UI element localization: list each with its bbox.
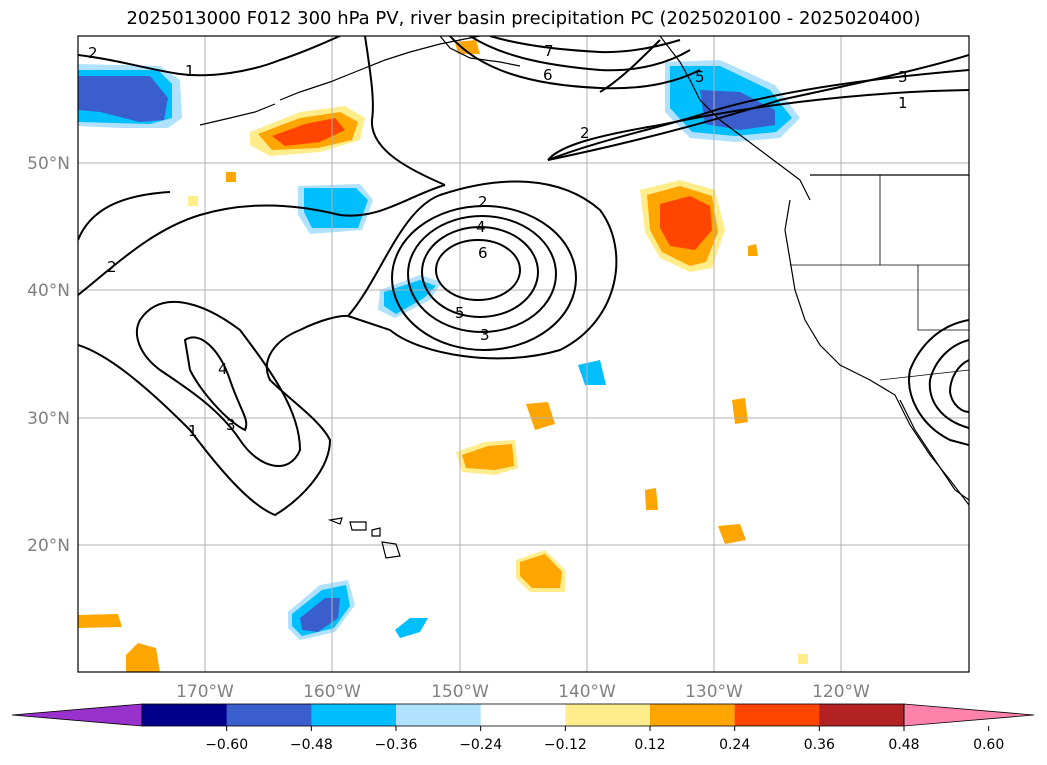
colorbar-tick-label: 0.60 (973, 737, 1004, 753)
svg-text:1: 1 (188, 422, 198, 440)
colorbar-tick-label: 0.48 (888, 737, 919, 753)
svg-text:3: 3 (898, 68, 908, 86)
colorbar-segment (565, 704, 651, 726)
colorbar-segment (311, 704, 397, 726)
svg-text:5: 5 (695, 68, 705, 86)
svg-text:6: 6 (543, 66, 553, 84)
lat-label: 40°N (27, 281, 70, 301)
colorbar-extend-high (903, 703, 1035, 727)
svg-text:1: 1 (898, 94, 908, 112)
colorbar-tick-label: 0.36 (804, 737, 835, 753)
colorbar-segment (819, 704, 905, 726)
lat-label: 50°N (27, 154, 70, 174)
svg-text:5: 5 (455, 304, 465, 322)
lon-label: 170°W (176, 682, 234, 702)
svg-text:2: 2 (107, 258, 117, 276)
svg-text:3: 3 (226, 416, 236, 434)
precipitation-shading (78, 40, 808, 672)
colorbar-extend-low (11, 703, 143, 727)
colorbar-tick-label: −0.36 (375, 737, 418, 753)
lat-label: 20°N (27, 536, 70, 556)
pv-contours (78, 36, 969, 517)
map-title: 2025013000 F012 300 hPa PV, river basin … (126, 8, 921, 29)
svg-text:6: 6 (478, 244, 488, 262)
svg-text:1: 1 (185, 62, 195, 80)
svg-text:3: 3 (480, 326, 490, 344)
colorbar-tick-label: −0.60 (205, 737, 248, 753)
colorbar-segment (142, 704, 228, 726)
colorbar: −0.60 −0.48 −0.36 −0.24 −0.12 0.12 0.24 0.36 0.4… (11, 703, 1035, 753)
latitude-labels: 50°N 40°N 30°N 20°N (27, 154, 70, 556)
colorbar-tick-label: −0.48 (290, 737, 333, 753)
lon-label: 130°W (685, 682, 743, 702)
lon-label: 150°W (431, 682, 489, 702)
colorbar-tick-label: 0.12 (634, 737, 665, 753)
map-frame (77, 35, 970, 673)
lon-label: 120°W (812, 682, 870, 702)
svg-text:2: 2 (580, 124, 590, 142)
svg-text:4: 4 (218, 360, 228, 378)
contour-labels: 2 1 7 6 5 3 1 2 2 2 4 6 5 3 4 3 1 (88, 42, 908, 440)
svg-text:2: 2 (88, 44, 98, 62)
colorbar-segment (480, 704, 566, 726)
lat-label: 30°N (27, 409, 70, 429)
svg-text:7: 7 (544, 42, 554, 60)
svg-text:4: 4 (476, 218, 486, 236)
colorbar-tick-label: −0.24 (459, 737, 502, 753)
colorbar-tick-label: 0.24 (719, 737, 750, 753)
colorbar-tick-label: −0.12 (544, 737, 587, 753)
svg-text:2: 2 (478, 193, 488, 211)
coastlines (199, 36, 969, 559)
longitude-labels: 170°W 160°W 150°W 140°W 130°W 120°W (176, 682, 870, 702)
colorbar-segment (396, 704, 482, 726)
lon-label: 160°W (303, 682, 361, 702)
colorbar-outline (141, 703, 905, 727)
colorbar-segment (734, 704, 820, 726)
colorbar-segment (650, 704, 736, 726)
lon-label: 140°W (558, 682, 616, 702)
colorbar-segment (226, 704, 312, 726)
